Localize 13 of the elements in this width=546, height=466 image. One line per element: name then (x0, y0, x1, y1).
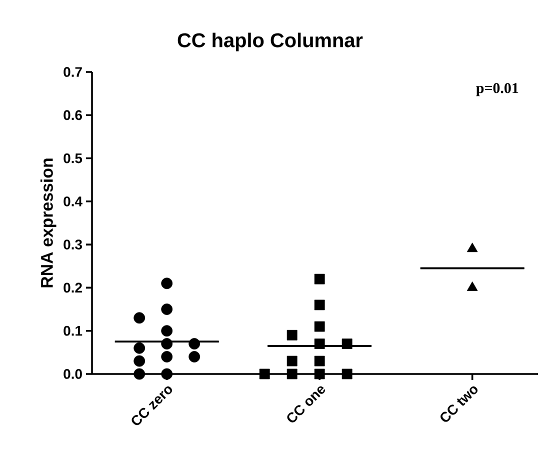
x-tick-label: CC one (287, 386, 326, 422)
y-tick-label: 0.1 (64, 326, 82, 336)
y-tick-label: 0.4 (64, 196, 82, 206)
y-tick-label: 0.6 (64, 110, 82, 120)
annotation: p=0.01 (476, 83, 518, 96)
y-tick-label: 0.5 (64, 153, 82, 164)
chart-title: CC haplo Columnar (178, 32, 363, 52)
y-axis-title: RNA expression (40, 158, 56, 288)
y-tick-label: 0.7 (64, 67, 82, 77)
x-tick-label: CC two (440, 386, 478, 422)
y-tick-label: 0.0 (64, 369, 82, 379)
y-tick-label: 0.2 (64, 282, 82, 293)
y-tick-label: 0.3 (64, 240, 82, 250)
